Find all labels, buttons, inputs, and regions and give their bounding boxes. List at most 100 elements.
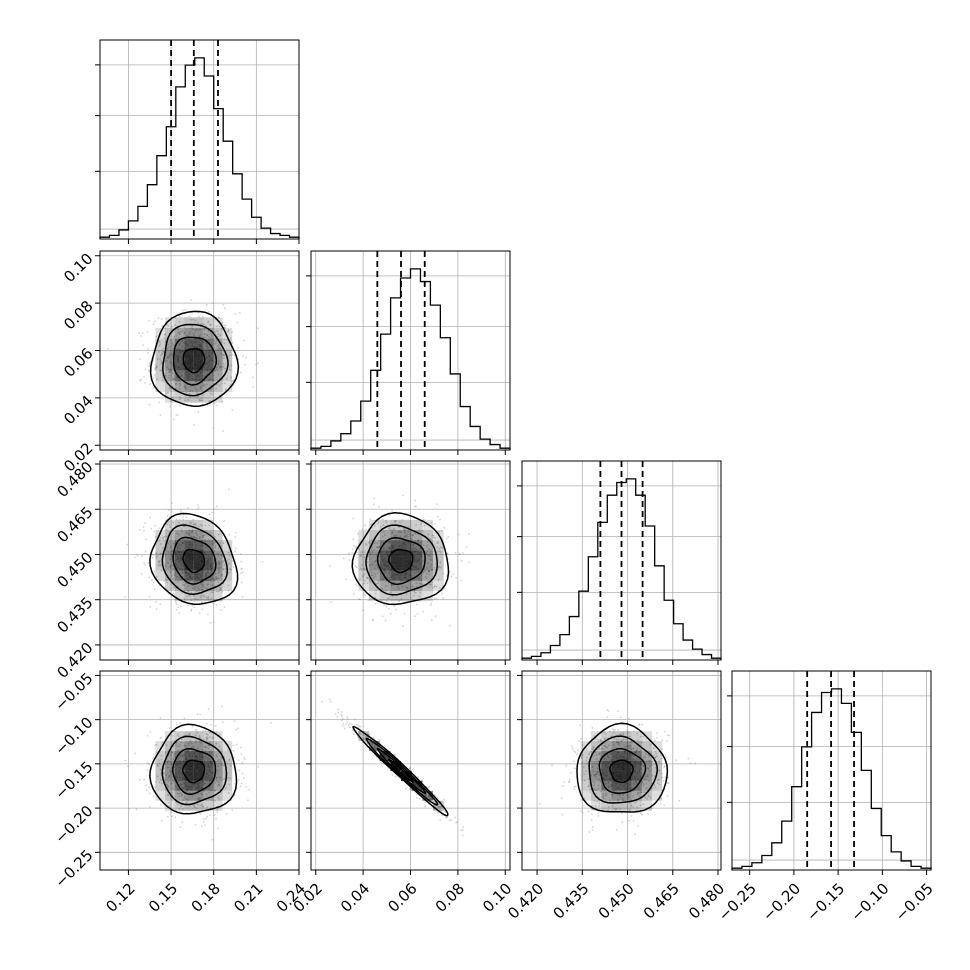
scatter-point bbox=[163, 767, 165, 770]
scatter-point bbox=[211, 543, 214, 546]
scatter-point bbox=[613, 808, 616, 810]
density-cell bbox=[184, 540, 194, 551]
density-cell bbox=[411, 540, 423, 551]
scatter-point bbox=[599, 740, 602, 743]
scatter-point bbox=[235, 743, 238, 746]
scatter-point bbox=[203, 586, 206, 589]
scatter-point bbox=[193, 606, 196, 609]
scatter-point bbox=[384, 619, 387, 622]
scatter-point bbox=[639, 749, 642, 752]
scatter-point bbox=[625, 739, 628, 741]
scatter-point bbox=[199, 813, 202, 815]
scatter-point bbox=[593, 789, 596, 791]
scatter-point bbox=[621, 723, 624, 726]
contour-line bbox=[162, 323, 229, 397]
scatter-point bbox=[394, 538, 397, 541]
scatter-point bbox=[573, 788, 576, 790]
scatter-point bbox=[145, 538, 148, 541]
scatter-point bbox=[616, 740, 619, 743]
scatter-point bbox=[587, 753, 590, 756]
x-tick-labels: 0.12 0.15 0.18 0.21 0.240.02 0.04 0.06 0.08 0.10… bbox=[102, 880, 936, 925]
scatter-point bbox=[168, 521, 170, 523]
scatter-point bbox=[418, 595, 421, 598]
scatter-point bbox=[199, 804, 202, 807]
x-tick-label: 0.04 bbox=[337, 880, 373, 916]
scatter-point bbox=[582, 766, 585, 768]
scatter-point bbox=[217, 344, 220, 347]
scatter-point bbox=[426, 554, 429, 556]
scatter-point bbox=[630, 804, 633, 807]
density-cell bbox=[165, 560, 175, 571]
scatter-point bbox=[441, 592, 444, 595]
scatter-point bbox=[363, 580, 366, 582]
scatter-point bbox=[375, 564, 378, 567]
scatter-point bbox=[410, 537, 413, 540]
density-cell bbox=[213, 780, 223, 791]
scatter-point bbox=[199, 797, 201, 799]
scatter-point bbox=[195, 529, 197, 532]
scatter-point bbox=[626, 745, 629, 748]
scatter-point bbox=[223, 778, 226, 780]
scatter-point bbox=[139, 358, 142, 360]
density-cell bbox=[184, 529, 194, 541]
scatter-point bbox=[629, 741, 632, 743]
scatter-point bbox=[215, 817, 218, 820]
scatter-point bbox=[635, 749, 638, 752]
scatter-point bbox=[171, 815, 174, 818]
scatter-point bbox=[431, 581, 433, 584]
scatter-point bbox=[455, 821, 457, 824]
scatter-point bbox=[370, 523, 373, 526]
scatter-point bbox=[620, 739, 622, 742]
scatter-point bbox=[589, 770, 592, 772]
scatter-point bbox=[394, 775, 397, 778]
scatter-point bbox=[468, 533, 470, 536]
scatter-point bbox=[124, 595, 127, 598]
scatter-point bbox=[168, 774, 171, 777]
scatter-point bbox=[216, 348, 219, 351]
scatter-point bbox=[347, 724, 350, 727]
histogram-panel-p2 bbox=[517, 460, 722, 665]
scatter-point bbox=[155, 366, 158, 368]
contour-line bbox=[182, 348, 206, 374]
density-cell bbox=[621, 751, 632, 761]
scatter-point bbox=[220, 366, 223, 368]
scatter-point bbox=[591, 765, 594, 768]
contour-line bbox=[588, 735, 659, 804]
scatter-point bbox=[434, 569, 437, 571]
scatter-point bbox=[603, 731, 605, 734]
scatter-point bbox=[175, 742, 178, 744]
scatter-point bbox=[217, 373, 220, 376]
scatter-point bbox=[363, 582, 366, 585]
scatter-point bbox=[370, 574, 373, 577]
scatter-point bbox=[653, 747, 655, 750]
histogram-step bbox=[99, 57, 300, 239]
scatter-point bbox=[167, 377, 170, 380]
scatter-point bbox=[636, 791, 639, 794]
density-cell bbox=[184, 741, 194, 752]
scatter-point bbox=[641, 723, 643, 726]
scatter-point bbox=[224, 307, 226, 310]
scatter-point bbox=[213, 598, 215, 601]
scatter-point bbox=[169, 553, 172, 555]
scatter-point bbox=[363, 573, 366, 576]
density-cell bbox=[222, 338, 233, 350]
scatter-point bbox=[217, 759, 220, 761]
density-cells bbox=[358, 519, 444, 602]
scatter-point bbox=[205, 736, 208, 739]
scatter-point bbox=[661, 739, 664, 741]
scatter-point bbox=[595, 758, 598, 760]
scatter-point bbox=[596, 767, 598, 770]
density-cell bbox=[621, 760, 632, 771]
scatter-point bbox=[675, 759, 677, 762]
scatter-point bbox=[365, 543, 368, 546]
scatter-point bbox=[391, 595, 394, 597]
scatter-point bbox=[170, 345, 173, 348]
scatter-point bbox=[631, 741, 633, 744]
scatter-point bbox=[212, 427, 215, 429]
density-cell bbox=[379, 751, 391, 761]
scatter-point bbox=[206, 583, 208, 586]
density-cell bbox=[165, 349, 175, 360]
scatter-point bbox=[415, 582, 418, 585]
density-cell bbox=[358, 570, 370, 581]
density-cell bbox=[174, 760, 185, 771]
